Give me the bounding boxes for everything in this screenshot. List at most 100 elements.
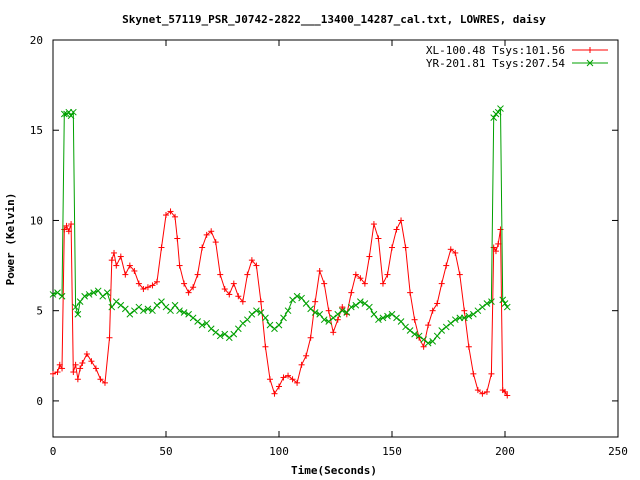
data-point — [69, 108, 77, 116]
data-point — [221, 330, 229, 338]
data-point — [85, 291, 93, 298]
data-point — [203, 231, 210, 238]
data-point — [63, 222, 70, 229]
data-point — [451, 316, 459, 324]
data-point — [77, 365, 84, 372]
data-point — [289, 376, 296, 383]
data-point — [212, 239, 219, 246]
data-point — [442, 323, 450, 331]
data-point — [312, 298, 319, 305]
data-point — [49, 291, 57, 298]
data-point — [194, 318, 201, 325]
data-point — [411, 330, 418, 338]
data-point — [447, 319, 455, 327]
data-point — [103, 289, 111, 296]
data-point — [503, 303, 511, 311]
data-point — [420, 343, 427, 350]
data-point — [262, 314, 269, 322]
data-point — [70, 369, 77, 376]
series-line — [52, 106, 508, 344]
data-point — [207, 325, 215, 333]
y-tick-label: 0 — [36, 395, 43, 408]
data-point — [54, 289, 61, 296]
data-point — [325, 318, 333, 325]
data-point — [58, 292, 66, 300]
data-point — [329, 314, 337, 322]
data-point — [171, 301, 179, 309]
data-point — [81, 292, 88, 300]
x-tick-label: 200 — [495, 445, 515, 458]
data-point — [393, 226, 400, 233]
data-point — [280, 314, 287, 322]
data-point — [67, 112, 75, 120]
data-point — [185, 310, 192, 318]
data-point — [497, 105, 504, 112]
data-point — [244, 316, 251, 324]
chart-title: Skynet_57119_PSR_J0742-2822___13400_1428… — [122, 13, 546, 26]
y-axis-label: Power (Kelvin) — [4, 193, 17, 286]
data-point — [76, 298, 84, 306]
data-point — [144, 284, 151, 291]
data-point — [189, 314, 197, 322]
data-point — [361, 280, 368, 287]
data-point — [499, 296, 507, 304]
legend-label: YR-201.81 Tsys:207.54 — [426, 57, 565, 70]
x-tick-label: 150 — [382, 445, 402, 458]
data-point — [280, 374, 287, 381]
data-point — [56, 361, 63, 368]
data-point — [190, 284, 197, 291]
data-point — [303, 352, 310, 359]
data-point — [131, 267, 138, 274]
data-point — [266, 321, 274, 329]
data-point — [149, 307, 156, 315]
data-point — [108, 257, 115, 264]
data-point — [285, 372, 292, 379]
data-point — [338, 307, 346, 315]
y-tick-label: 10 — [30, 214, 43, 227]
data-point — [92, 365, 99, 372]
data-point — [172, 213, 179, 220]
data-point — [411, 316, 418, 323]
data-point — [253, 307, 260, 315]
data-point — [402, 244, 409, 251]
data-point — [334, 310, 342, 318]
data-point — [121, 305, 129, 313]
data-point — [208, 228, 215, 235]
data-point — [348, 289, 355, 296]
data-point — [307, 334, 314, 341]
legend-label: XL-100.48 Tsys:101.56 — [426, 44, 565, 57]
data-point — [113, 262, 120, 269]
data-point — [316, 267, 323, 274]
data-point — [257, 309, 265, 316]
data-point — [176, 307, 183, 315]
data-point — [307, 305, 314, 313]
data-point — [321, 280, 328, 287]
data-point — [379, 280, 386, 287]
data-point — [488, 370, 495, 377]
data-point — [50, 370, 56, 377]
data-point — [144, 305, 152, 313]
data-point — [221, 286, 228, 293]
data-point — [502, 388, 508, 395]
data-point — [424, 339, 432, 347]
data-point — [262, 343, 269, 350]
data-point — [149, 282, 156, 289]
data-point — [461, 307, 468, 314]
data-point — [162, 303, 170, 311]
data-point — [167, 208, 174, 215]
data-point — [347, 303, 355, 311]
data-point — [415, 332, 423, 340]
data-point — [257, 298, 264, 305]
data-point — [361, 300, 369, 307]
data-point — [54, 369, 61, 376]
data-point — [334, 316, 341, 323]
data-point — [289, 296, 296, 304]
data-point — [311, 309, 319, 316]
data-point — [276, 383, 282, 390]
data-point — [504, 392, 511, 399]
data-point — [122, 271, 129, 278]
plot-border — [52, 39, 619, 438]
data-point — [384, 312, 391, 320]
data-point — [266, 376, 273, 383]
series-yr — [49, 105, 511, 347]
